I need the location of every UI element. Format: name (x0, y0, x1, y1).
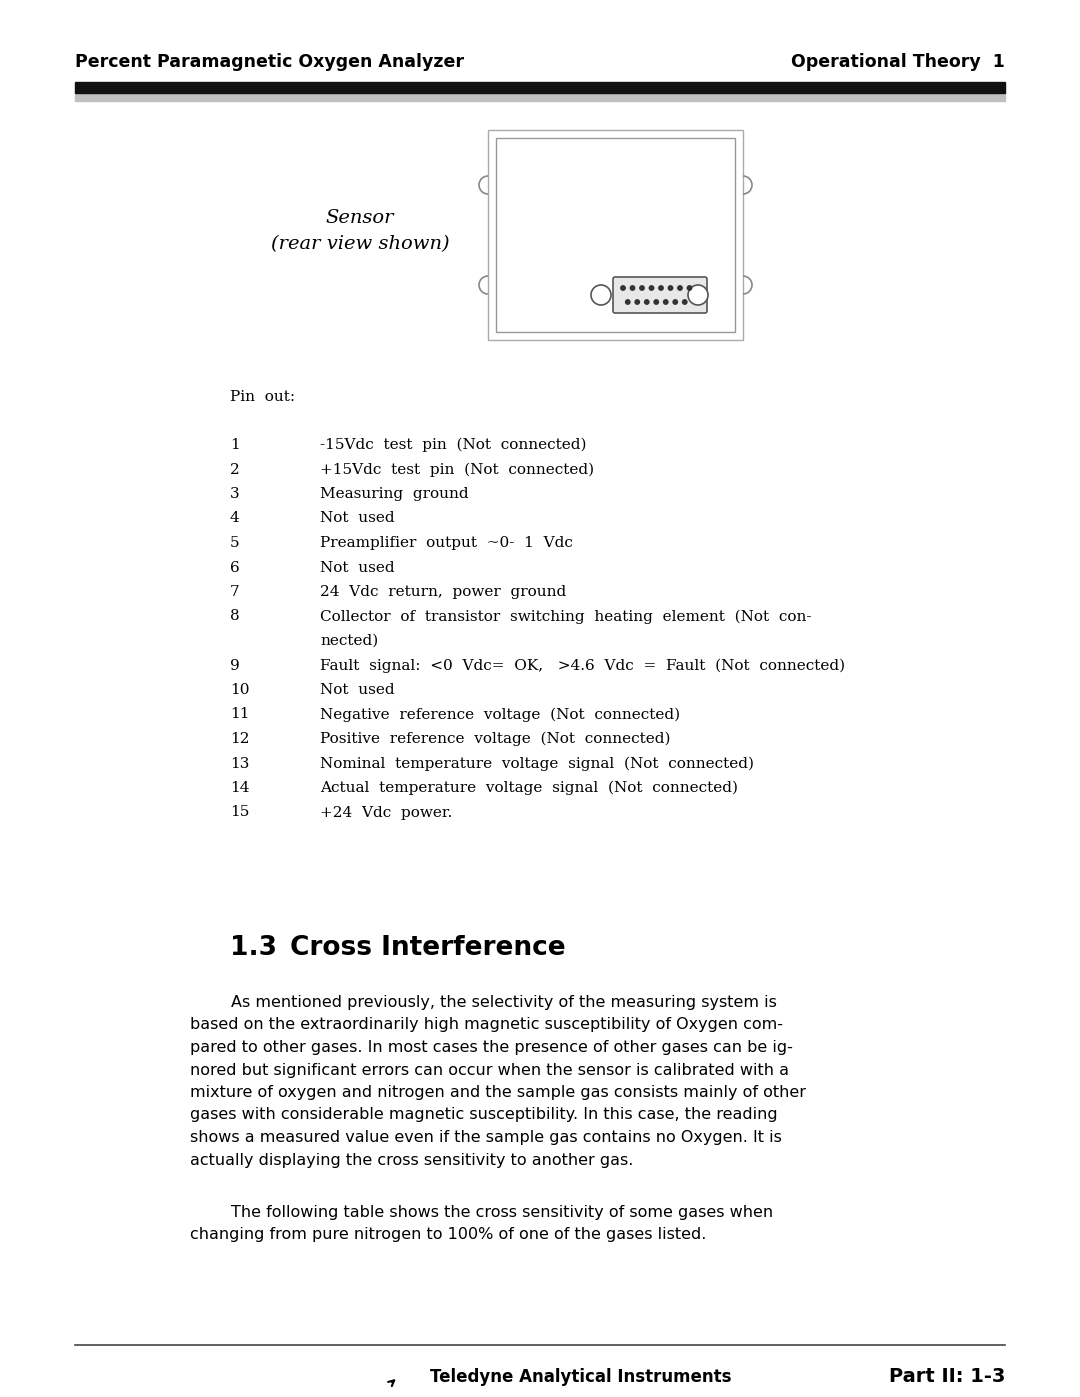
Circle shape (591, 285, 611, 305)
Text: pared to other gases. In most cases the presence of other gases can be ig-: pared to other gases. In most cases the … (190, 1039, 793, 1055)
Text: 15: 15 (230, 806, 249, 820)
Circle shape (639, 286, 644, 291)
Text: Preamplifier  output  ~0-  1  Vdc: Preamplifier output ~0- 1 Vdc (320, 536, 572, 550)
Text: Operational Theory  1: Operational Theory 1 (792, 53, 1005, 71)
Circle shape (663, 300, 667, 305)
Text: actually displaying the cross sensitivity to another gas.: actually displaying the cross sensitivit… (190, 1153, 633, 1168)
Text: mixture of oxygen and nitrogen and the sample gas consists mainly of other: mixture of oxygen and nitrogen and the s… (190, 1085, 806, 1099)
Text: 4: 4 (230, 511, 240, 525)
Circle shape (631, 286, 635, 291)
Circle shape (654, 300, 659, 305)
Circle shape (621, 286, 625, 291)
Text: Positive  reference  voltage  (Not  connected): Positive reference voltage (Not connecte… (320, 732, 671, 746)
Text: Nominal  temperature  voltage  signal  (Not  connected): Nominal temperature voltage signal (Not … (320, 757, 754, 771)
Text: Measuring  ground: Measuring ground (320, 488, 469, 502)
Text: 2: 2 (230, 462, 240, 476)
Text: 10: 10 (230, 683, 249, 697)
Text: changing from pure nitrogen to 100% of one of the gases listed.: changing from pure nitrogen to 100% of o… (190, 1228, 706, 1242)
Text: Not  used: Not used (320, 560, 394, 574)
Bar (496, 138, 735, 332)
Circle shape (645, 300, 649, 305)
FancyBboxPatch shape (613, 277, 707, 313)
Text: Pin  out:: Pin out: (230, 390, 295, 404)
Bar (488, 130, 743, 339)
Text: 9: 9 (230, 658, 240, 672)
Text: Sensor: Sensor (326, 210, 394, 226)
Text: (rear view shown): (rear view shown) (271, 235, 449, 253)
Circle shape (649, 286, 653, 291)
Text: based on the extraordinarily high magnetic susceptibility of Oxygen com-: based on the extraordinarily high magnet… (190, 1017, 783, 1032)
Circle shape (659, 286, 663, 291)
Text: 5: 5 (230, 536, 240, 550)
Text: 12: 12 (230, 732, 249, 746)
Circle shape (688, 285, 708, 305)
Bar (75, 82, 1005, 94)
Text: Actual  temperature  voltage  signal  (Not  connected): Actual temperature voltage signal (Not c… (320, 781, 738, 795)
Circle shape (635, 300, 639, 305)
Text: Not  used: Not used (320, 511, 394, 525)
Circle shape (687, 286, 691, 291)
Circle shape (625, 300, 630, 305)
Text: Fault  signal:  <0  Vdc=  OK,   >4.6  Vdc  =  Fault  (Not  connected): Fault signal: <0 Vdc= OK, >4.6 Vdc = Fau… (320, 658, 846, 673)
Text: As mentioned previously, the selectivity of the measuring system is: As mentioned previously, the selectivity… (190, 995, 777, 1010)
Text: 11: 11 (230, 707, 249, 721)
Text: 14: 14 (230, 781, 249, 795)
Bar (75, 94, 1005, 101)
Text: -15Vdc  test  pin  (Not  connected): -15Vdc test pin (Not connected) (320, 439, 586, 453)
Text: 1.3: 1.3 (230, 935, 276, 961)
Text: 1: 1 (230, 439, 240, 453)
Circle shape (678, 286, 683, 291)
Text: Collector  of  transistor  switching  heating  element  (Not  con-: Collector of transistor switching heatin… (320, 609, 811, 624)
Text: shows a measured value even if the sample gas contains no Oxygen. It is: shows a measured value even if the sampl… (190, 1130, 782, 1146)
Text: 7: 7 (230, 585, 240, 599)
Text: 13: 13 (230, 757, 249, 771)
Text: +15Vdc  test  pin  (Not  connected): +15Vdc test pin (Not connected) (320, 462, 594, 476)
Circle shape (683, 300, 687, 305)
Text: The following table shows the cross sensitivity of some gases when: The following table shows the cross sens… (190, 1206, 773, 1220)
Text: 24  Vdc  return,  power  ground: 24 Vdc return, power ground (320, 585, 566, 599)
Text: 8: 8 (230, 609, 240, 623)
Circle shape (669, 286, 673, 291)
Text: Negative  reference  voltage  (Not  connected): Negative reference voltage (Not connecte… (320, 707, 680, 722)
Text: 3: 3 (230, 488, 240, 502)
Text: Cross Interference: Cross Interference (291, 935, 566, 961)
Text: nected): nected) (320, 634, 378, 648)
Text: +24  Vdc  power.: +24 Vdc power. (320, 806, 453, 820)
Text: nored but significant errors can occur when the sensor is calibrated with a: nored but significant errors can occur w… (190, 1063, 789, 1077)
Text: Part II: 1-3: Part II: 1-3 (889, 1368, 1005, 1386)
Text: Not  used: Not used (320, 683, 394, 697)
Circle shape (673, 300, 677, 305)
Text: gases with considerable magnetic susceptibility. In this case, the reading: gases with considerable magnetic suscept… (190, 1108, 778, 1123)
Text: Teledyne Analytical Instruments: Teledyne Analytical Instruments (430, 1368, 731, 1386)
Text: Percent Paramagnetic Oxygen Analyzer: Percent Paramagnetic Oxygen Analyzer (75, 53, 464, 71)
Text: 6: 6 (230, 560, 240, 574)
